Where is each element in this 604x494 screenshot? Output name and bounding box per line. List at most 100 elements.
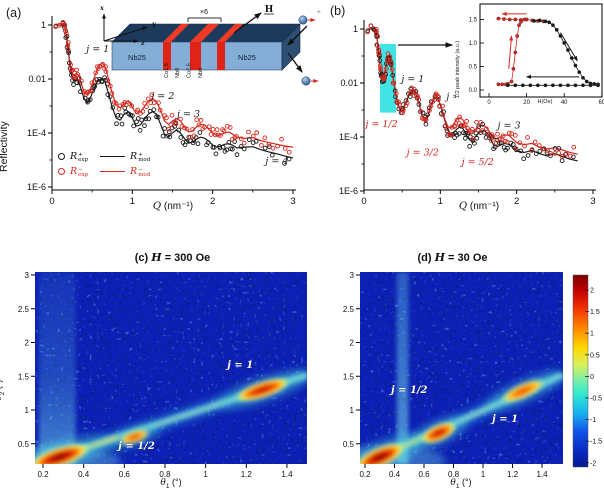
r-minus-exp-point-a — [53, 24, 59, 30]
legend-row-plus: R + exp R + mod — [58, 150, 150, 163]
neutron-spin-plus-label: + — [317, 9, 321, 16]
panel-d-bragg-peak-blob — [420, 421, 458, 445]
r-plus-exp-point-b — [444, 128, 450, 134]
r-minus-exp-point-b — [387, 54, 393, 60]
panel-a-label: (a) — [6, 6, 22, 20]
r-plus-exp-point-b — [408, 86, 414, 92]
r-plus-exp-point-b — [450, 131, 456, 137]
r-minus-exp-point-b — [384, 66, 389, 71]
panel-c-blob-halo — [108, 424, 161, 450]
r-minus-exp-point-a — [72, 70, 77, 76]
r-minus-exp-point-b — [506, 130, 512, 136]
r-plus-exp-point-a — [143, 116, 149, 122]
r-plus-exp-point-a — [154, 114, 159, 120]
r-plus-exp-point-b — [489, 135, 495, 140]
r-plus-exp-point-b — [510, 142, 516, 147]
r-plus-exp-point-b — [470, 138, 476, 144]
legend-sup: − — [138, 166, 143, 173]
r-plus-exp-point-b — [462, 135, 468, 141]
r-minus-exp-point-a — [262, 135, 268, 141]
r-minus-exp-point-a — [259, 142, 264, 148]
r-plus-exp-point-a — [131, 123, 137, 129]
r-minus-exp-point-b — [502, 138, 508, 144]
r-plus-exp-point-b — [378, 70, 384, 76]
hysteresis-inset-background — [456, 0, 604, 108]
y-axis-label: y — [151, 20, 157, 28]
panel-d-x-tick-label: 0.2 — [359, 470, 371, 479]
r-minus-exp-point-a — [63, 28, 69, 34]
panel-c-x-tick-label: 0.4 — [78, 470, 90, 479]
r-minus-exp-point-b — [421, 116, 426, 122]
r-plus-exp-point-a — [176, 127, 182, 133]
r-minus-exp-point-b — [446, 131, 451, 137]
r-plus-exp-point-b — [518, 148, 524, 154]
slab-right-face — [281, 23, 301, 71]
r-minus-exp-point-b — [545, 148, 550, 154]
panel-c-y-tick-label: 2 — [25, 339, 30, 348]
legend-sup: + — [78, 151, 83, 158]
panel-a-peak-label: j = 3 — [175, 109, 200, 120]
panel-c-peak-annotation: j = 1 — [225, 360, 253, 371]
legend-sub: exp — [78, 171, 89, 178]
r-minus-exp-point-a — [166, 126, 172, 132]
r-minus-exp-point-a — [286, 149, 292, 155]
r-minus-exp-point-b — [414, 92, 419, 98]
panel-c-y-tick-label: 1.5 — [18, 372, 30, 381]
r-minus-exp-point-a — [93, 70, 99, 76]
r-plus-exp-point-a — [70, 77, 75, 83]
panel-b-peak-label: j = 1 — [399, 74, 424, 85]
panel-b-x-tick-label: 0 — [361, 196, 366, 207]
panel-d-title-prefix: (d) — [417, 252, 435, 264]
r-minus-exp-point-b — [449, 124, 455, 130]
r-plus-exp-point-b — [441, 109, 447, 115]
legend-sub: mod — [138, 156, 151, 163]
r-minus-exp-point-b — [513, 146, 519, 151]
r-minus-exp-point-a — [122, 100, 128, 105]
r-minus-exp-point-b — [400, 110, 405, 116]
panel-c-ylabel: θ2 (°) — [0, 380, 6, 401]
r-plus-exp-point-a — [195, 141, 201, 147]
r-plus-exp-point-b — [368, 23, 374, 29]
r-minus-exp-point-a — [100, 61, 106, 67]
r-plus-exp-point-b — [395, 100, 400, 106]
r-plus-exp-point-b — [426, 105, 432, 111]
r-plus-exp-point-a — [135, 116, 141, 121]
r-plus-exp-point-a — [160, 133, 166, 139]
r-plus-exp-point-a — [228, 146, 233, 152]
r-plus-exp-point-a — [184, 139, 189, 144]
r-plus-exp-point-a — [238, 144, 244, 149]
r-plus-exp-point-b — [418, 109, 423, 115]
r-plus-exp-point-b — [374, 42, 380, 48]
panel-d-peak-annotation: j = 1 — [490, 414, 518, 425]
r-plus-exp-point-a — [94, 77, 100, 83]
r-plus-exp-point-a — [224, 147, 230, 153]
r-minus-exp-point-b — [396, 99, 401, 105]
r-plus-exp-point-a — [211, 145, 217, 150]
r-plus-exp-point-a — [241, 146, 247, 152]
r-plus-exp-point-b — [428, 99, 434, 104]
legend-symbol: R — [130, 151, 138, 162]
r-minus-exp-point-a — [212, 132, 218, 138]
r-plus-exp-point-a — [67, 60, 72, 66]
r-minus-exp-point-b — [375, 34, 380, 39]
r-plus-exp-point-b — [473, 130, 479, 136]
r-plus-exp-point-b — [552, 146, 558, 151]
r-minus-exp-point-b — [459, 123, 465, 128]
r-plus-exp-point-b — [410, 89, 415, 95]
r-minus-exp-point-a — [275, 143, 280, 149]
r-plus-exp-point-a — [73, 76, 78, 82]
r-minus-exp-point-b — [394, 99, 399, 105]
r-minus-exp-point-b — [512, 132, 518, 138]
panel-d-y-tick-label: 0.5 — [343, 440, 355, 449]
legend-symbol: R — [70, 151, 78, 162]
field-direction-arrow — [233, 12, 262, 34]
r-plus-exp-point-b — [416, 102, 422, 107]
r-plus-exp-point-b — [556, 146, 562, 151]
r-plus-exp-point-a — [66, 48, 71, 54]
panel-c-x-tick-label: 1.4 — [281, 470, 293, 479]
r-minus-exp-point-a — [60, 19, 66, 25]
panel-a-peak-label: j = 2 — [149, 91, 174, 102]
r-minus-exp-point-a — [162, 113, 167, 118]
r-plus-exp-point-a — [67, 66, 73, 71]
panel-d-peak-annotation: j = 1/2 — [389, 385, 428, 396]
